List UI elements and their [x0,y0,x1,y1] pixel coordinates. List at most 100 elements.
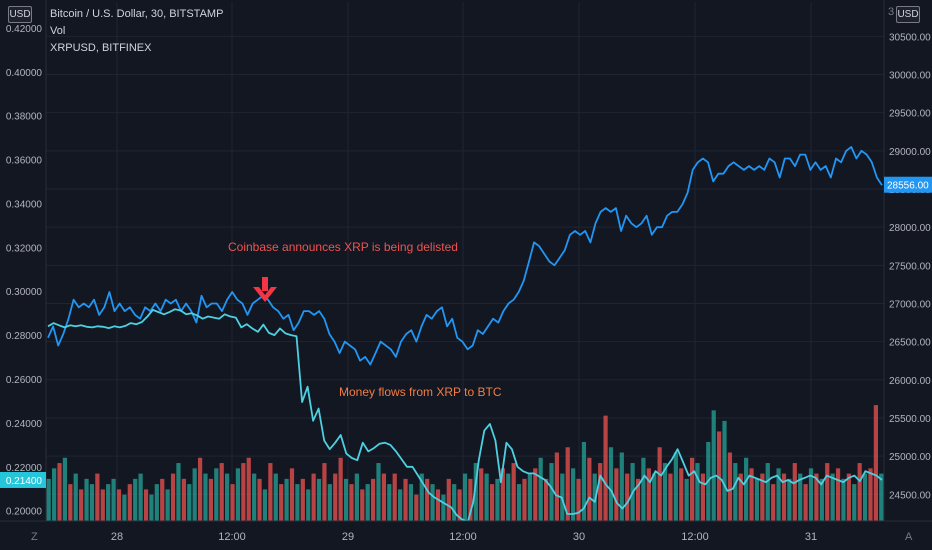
volume-bar [225,473,230,521]
right-tick-label: 29000.00 [889,147,931,158]
volume-bar [376,463,381,521]
volume-bar [311,473,316,521]
volume-bar [808,468,814,521]
volume-bar [738,473,743,521]
left-tick-label: 0.22000 [6,463,43,474]
volume-bar [841,478,846,521]
legend-volume[interactable]: Vol [50,25,66,37]
volume-bar [143,489,149,521]
volume-bar [398,489,403,521]
right-tick-label: 30500.00 [889,32,931,43]
volume-bar [662,463,668,521]
left-tick-label: 0.20000 [6,507,43,518]
right-currency-badge[interactable]: USD [896,6,920,23]
volume-bar [673,452,678,521]
volume-bar [62,457,68,521]
volume-bar [187,484,192,521]
volume-bar [749,468,754,521]
left-currency-badge[interactable]: USD [8,6,32,23]
volume-bar [257,478,262,521]
volume-bar [284,478,289,521]
volume-bar [565,447,570,521]
volume-bar [387,484,392,521]
volume-bar [95,473,100,521]
volume-bar [825,463,830,521]
volume-bar [473,463,478,521]
volume-bar [608,447,614,521]
left-price-scale [0,0,46,550]
timezone-button[interactable]: Z [31,531,38,543]
chart-legend: Bitcoin / U.S. Dollar, 30, BITSTAMP Vol … [50,6,223,57]
volume-bar [765,463,770,521]
volume-bar [149,494,154,521]
volume-bar [576,478,581,521]
volume-bar [111,478,116,521]
volume-bar [700,473,705,521]
volume-bar [273,473,278,521]
volume-bar [646,468,651,521]
right-tick-label: 26500.00 [889,338,931,349]
left-tick-label: 0.40000 [6,68,43,79]
volume-bar [543,478,549,521]
volume-bar [679,468,684,521]
right-tick-label: 25500.00 [889,414,931,425]
volume-bar [689,457,695,521]
volume-bar [781,473,787,521]
volume-bar [744,457,749,521]
left-tick-label: 0.30000 [6,287,43,298]
volume-bar [408,484,414,521]
volume-bar [619,452,624,521]
volume-bar [668,473,673,521]
volume-bar [203,473,208,521]
volume-bar [295,484,300,521]
btc-last-price-label: 28556.00 [887,181,929,192]
volume-bar [787,478,792,521]
right-tick-label: 26000.00 [889,376,931,387]
time-tick-label: 30 [573,531,585,543]
right-tick-label: 24500.00 [889,490,931,501]
right-tick-label: 27500.00 [889,261,931,272]
volume-bar [419,473,424,521]
time-tick-label: 29 [342,531,354,543]
volume-bar [100,489,105,521]
legend-symbol[interactable]: Bitcoin / U.S. Dollar, 30, BITSTAMP [50,8,224,20]
volume-bar [635,478,641,521]
volume-bar [484,473,489,521]
volume-bar [192,468,197,521]
volume-bar [138,473,143,521]
volume-bar [414,494,419,521]
volume-bar [776,468,781,521]
time-tick-label: 12:00 [218,531,246,543]
volume-bar [370,478,376,521]
volume-bar [489,484,495,521]
volume-bar [52,468,57,521]
legend-compare-symbol[interactable]: XRPUSD, BITFINEX [50,42,152,54]
left-tick-label: 0.32000 [6,243,43,254]
volume-bar [495,478,500,521]
volume-bar [197,457,203,521]
volume-bar [322,463,327,521]
right-tick-label: 28000.00 [889,223,931,234]
auto-scale-button[interactable]: A [905,531,913,543]
down-arrow-icon [253,277,277,302]
volume-bar [452,484,457,521]
volume-bar [846,473,851,521]
price-series [47,146,883,523]
volume-bar [592,473,597,521]
left-tick-label: 0.26000 [6,375,43,386]
volume-bar [170,473,176,521]
volume-bar [798,473,803,521]
volume-bar [262,489,268,521]
volume-bar [279,484,284,521]
volume-bar [89,484,95,521]
volume-bar [235,468,241,521]
xrp-last-price-badge [0,471,46,488]
volume-bar [457,489,462,521]
time-tick-label: 28 [111,531,123,543]
volume-bar [527,473,532,521]
volume-bar [830,473,835,521]
volume-bar [879,473,884,521]
volume-bar [133,478,138,521]
